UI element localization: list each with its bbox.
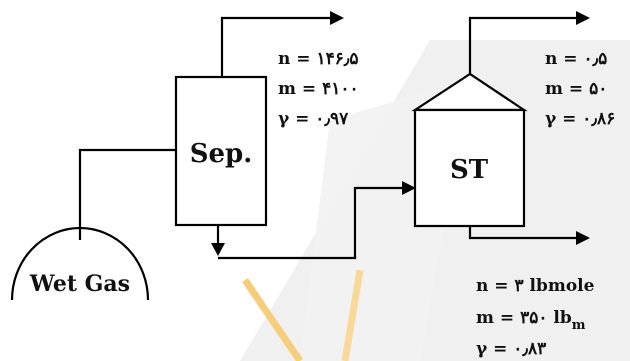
- separator-gas-n: n = ۱۴۶٫۵: [278, 49, 359, 69]
- separator-gas-m: m = ۴۱۰۰: [278, 79, 359, 99]
- stabilizer-liquid-outlet-line: [468, 226, 578, 240]
- stabilizer-gas-outlet-line: [468, 16, 578, 74]
- stabilizer-feed-arrow: [402, 181, 416, 195]
- stabilizer-liquid-m: m = ۳۵۰ lbm: [476, 308, 586, 333]
- separator-gas-gamma: γ = ۰٫۹۷: [278, 109, 349, 129]
- wet-gas-label: Wet Gas: [29, 271, 130, 297]
- separator-gas-outlet-arrow: [330, 11, 344, 25]
- stabilizer-gas-outlet-arrow: [576, 11, 590, 25]
- separator-vessel: [174, 75, 268, 227]
- separator-gas-outlet-line: [220, 16, 332, 77]
- stabilizer-gas-n: n = ۰٫۵: [545, 49, 607, 69]
- stabilizer-liquid-m-subscript: m: [572, 318, 586, 333]
- watermark-orange-stroke-2: [341, 269, 364, 361]
- stabilizer-label: ST: [450, 155, 489, 185]
- separator-liquid-arrow: [211, 243, 225, 256]
- stabilizer-liquid-n: n = ۳ lbmole: [476, 276, 595, 296]
- feed-line: [78, 148, 176, 240]
- stabilizer-liquid-m-main: m = ۳۵۰ lb: [476, 308, 572, 328]
- stabilizer-liquid-outlet-arrow: [576, 231, 590, 245]
- stabilizer-gas-m: m = ۵۰: [545, 79, 607, 99]
- stabilizer-gas-gamma: γ = ۰٫۸۶: [545, 109, 615, 129]
- stabilizer-feed-line: [218, 186, 404, 260]
- watermark-orange-stroke: [242, 278, 303, 361]
- separator-label: Sep.: [190, 139, 253, 169]
- stabilizer-liquid-gamma: γ = ۰٫۸۳: [476, 339, 546, 359]
